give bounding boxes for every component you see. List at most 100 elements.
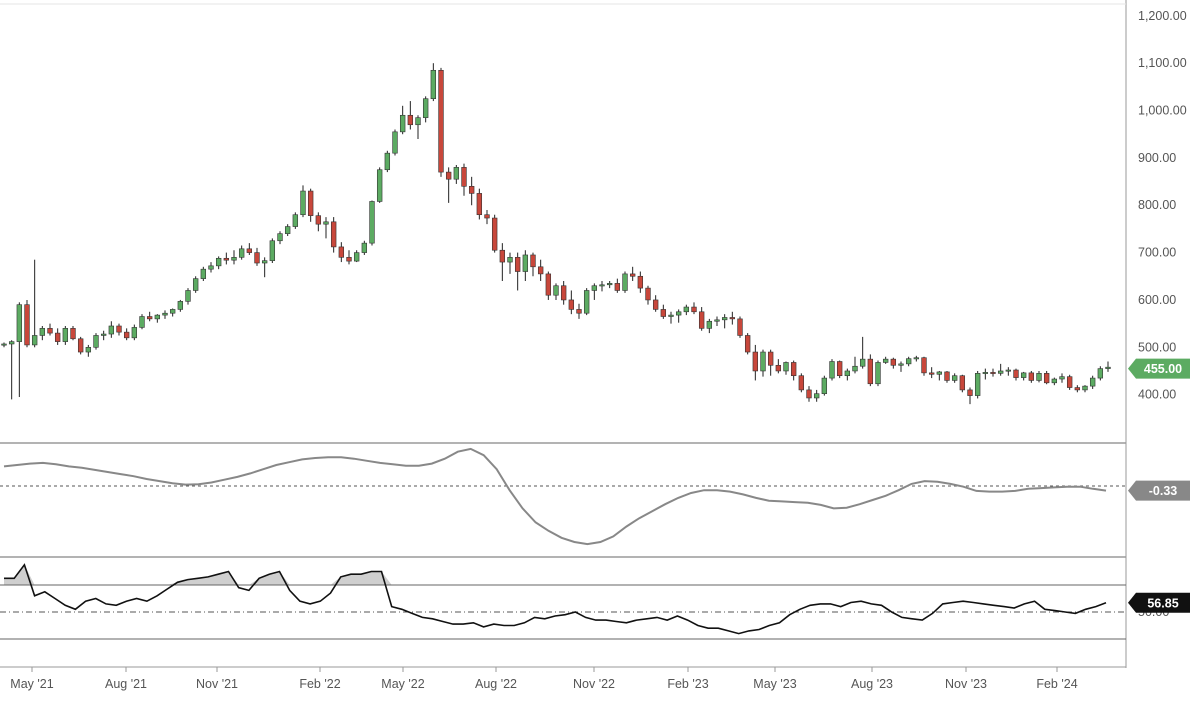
candle-body[interactable]	[284, 226, 291, 234]
candle-body[interactable]	[898, 363, 904, 366]
candle-body[interactable]	[691, 306, 697, 313]
candle-body[interactable]	[1089, 377, 1096, 387]
candle-body[interactable]	[208, 265, 214, 270]
candle-body[interactable]	[146, 316, 153, 320]
candle-body[interactable]	[806, 389, 812, 399]
rsi-pane[interactable]	[0, 563, 1126, 640]
candle-body[interactable]	[783, 362, 789, 372]
candle-body[interactable]	[269, 240, 276, 261]
candle-body[interactable]	[39, 328, 46, 336]
candle-body[interactable]	[721, 317, 728, 321]
candle-body[interactable]	[997, 370, 1004, 374]
candle-body[interactable]	[591, 285, 598, 291]
candle-body[interactable]	[422, 98, 429, 118]
candle-body[interactable]	[8, 341, 15, 345]
candle-body[interactable]	[875, 362, 881, 385]
candle-body[interactable]	[974, 373, 981, 396]
candle-body[interactable]	[1005, 369, 1012, 372]
candle-body[interactable]	[821, 377, 828, 395]
candle-body[interactable]	[116, 325, 122, 333]
candle-body[interactable]	[760, 351, 766, 372]
candle-body[interactable]	[637, 275, 644, 289]
candle-body[interactable]	[223, 257, 230, 261]
candle-body[interactable]	[484, 214, 490, 219]
candle-body[interactable]	[599, 284, 605, 287]
candle-body[interactable]	[622, 273, 628, 291]
candle-body[interactable]	[445, 171, 452, 180]
candle-body[interactable]	[346, 257, 352, 262]
candle-body[interactable]	[752, 351, 759, 372]
candle-body[interactable]	[1013, 369, 1019, 378]
candle-body[interactable]	[93, 335, 99, 348]
candle-body[interactable]	[300, 190, 306, 216]
candle-body[interactable]	[537, 266, 544, 275]
rsi-line[interactable]	[4, 563, 1107, 635]
candle-body[interactable]	[553, 285, 559, 296]
candle-body[interactable]	[139, 316, 145, 328]
candle-body[interactable]	[568, 299, 575, 310]
candle-body[interactable]	[1074, 387, 1081, 391]
candle-body[interactable]	[169, 309, 176, 314]
candle-body[interactable]	[315, 215, 322, 225]
candle-body[interactable]	[767, 351, 774, 366]
candle-body[interactable]	[1, 343, 7, 346]
candle-body[interactable]	[108, 325, 115, 335]
candle-body[interactable]	[407, 114, 414, 126]
candle-body[interactable]	[468, 186, 475, 194]
candle-body[interactable]	[560, 285, 567, 301]
candle-body[interactable]	[798, 375, 805, 391]
candle-body[interactable]	[813, 393, 820, 399]
candle-body[interactable]	[192, 278, 199, 291]
candle-body[interactable]	[376, 169, 383, 202]
candle-body[interactable]	[100, 333, 107, 336]
candle-body[interactable]	[1082, 385, 1088, 391]
candle-body[interactable]	[675, 311, 682, 316]
price-pane[interactable]	[1, 63, 1111, 405]
candle-body[interactable]	[852, 365, 858, 372]
candle-body[interactable]	[1066, 376, 1073, 388]
candle-body[interactable]	[576, 309, 582, 314]
candle-body[interactable]	[829, 361, 835, 379]
candle-body[interactable]	[882, 358, 889, 363]
candle-body[interactable]	[645, 287, 651, 301]
candle-body[interactable]	[859, 358, 866, 367]
candle-body[interactable]	[231, 257, 237, 261]
candle-body[interactable]	[31, 335, 38, 346]
candle-body[interactable]	[1105, 366, 1111, 369]
candle-body[interactable]	[990, 372, 996, 374]
candle-body[interactable]	[1028, 372, 1035, 381]
candle-body[interactable]	[77, 338, 84, 353]
candle-body[interactable]	[514, 257, 521, 272]
candle-body[interactable]	[928, 372, 935, 375]
candle-body[interactable]	[24, 304, 30, 346]
candle-body[interactable]	[246, 248, 253, 253]
candle-body[interactable]	[867, 358, 874, 385]
candle-body[interactable]	[399, 114, 406, 133]
candle-body[interactable]	[476, 193, 483, 216]
candle-body[interactable]	[185, 290, 191, 302]
candle-body[interactable]	[660, 309, 667, 317]
candle-body[interactable]	[714, 319, 720, 322]
candle-body[interactable]	[1043, 373, 1050, 384]
candle-body[interactable]	[1051, 378, 1058, 384]
candle-body[interactable]	[683, 306, 690, 313]
candle-body[interactable]	[1020, 372, 1027, 378]
candle-body[interactable]	[338, 246, 345, 258]
candle-body[interactable]	[1097, 368, 1104, 379]
candle-body[interactable]	[85, 346, 92, 353]
candle-body[interactable]	[292, 214, 299, 227]
candle-body[interactable]	[652, 299, 659, 310]
candle-body[interactable]	[507, 257, 513, 263]
candle-body[interactable]	[353, 252, 360, 262]
candle-body[interactable]	[54, 332, 61, 342]
candle-body[interactable]	[921, 357, 927, 374]
candle-body[interactable]	[629, 273, 636, 277]
candle-body[interactable]	[307, 190, 314, 216]
oscillator-pane[interactable]	[0, 447, 1126, 546]
candle-body[interactable]	[729, 317, 736, 320]
candle-body[interactable]	[698, 311, 705, 329]
candle-body[interactable]	[737, 318, 743, 336]
candle-body[interactable]	[70, 328, 76, 340]
candle-body[interactable]	[959, 375, 966, 391]
